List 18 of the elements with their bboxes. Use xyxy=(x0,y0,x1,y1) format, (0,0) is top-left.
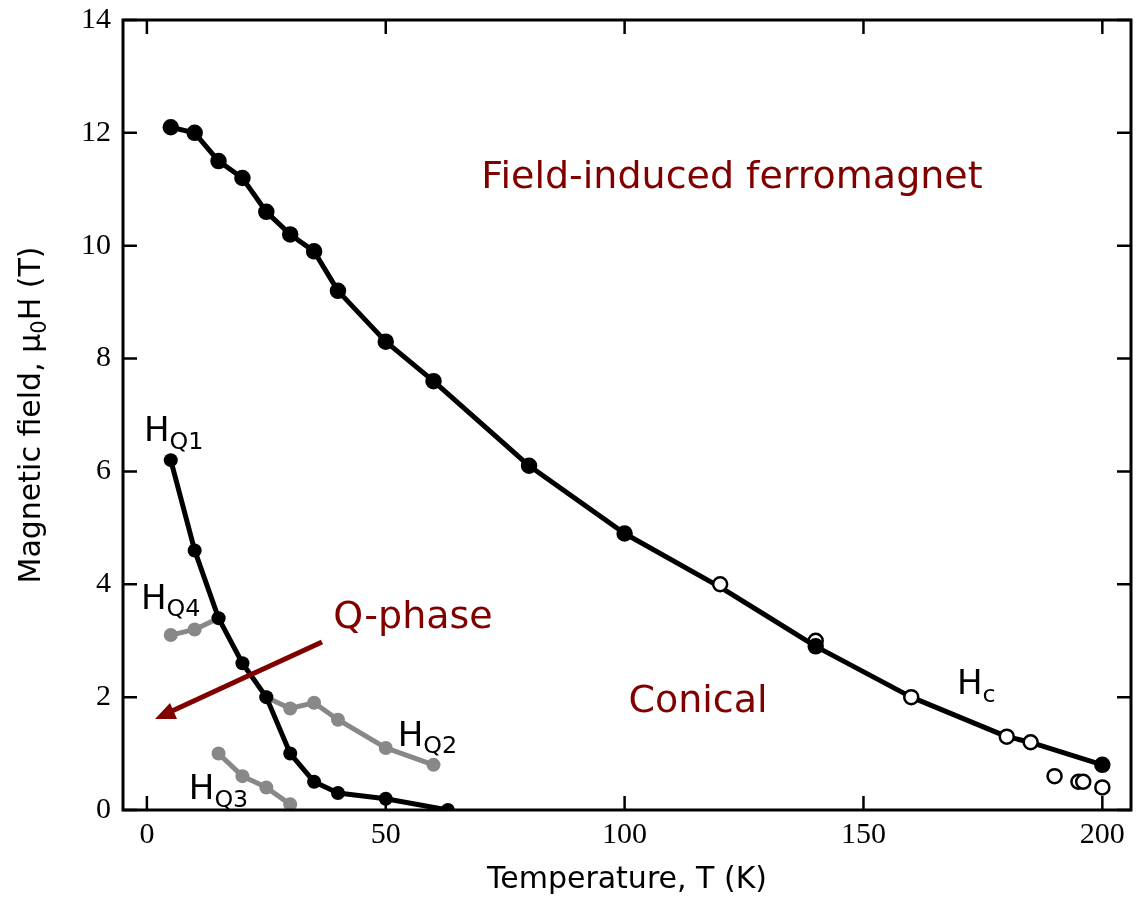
y-tick-label: 4 xyxy=(96,565,111,599)
annotation: Conical xyxy=(628,676,768,721)
x-tick-label: 200 xyxy=(1079,815,1125,849)
y-tick-label: 2 xyxy=(96,678,111,712)
x-tick-label: 50 xyxy=(370,815,401,849)
x-tick-label: 100 xyxy=(602,815,648,849)
x-tick-label: 150 xyxy=(840,815,886,849)
y-tick-label: 0 xyxy=(96,790,111,824)
y-tick-label: 10 xyxy=(81,226,111,260)
y-tick-label: 12 xyxy=(81,113,111,147)
x-tick-label: 0 xyxy=(139,815,155,849)
x-axis-title: Temperature, T (K) xyxy=(485,859,768,895)
annotation: Q-phase xyxy=(333,592,493,637)
y-tick-label: 6 xyxy=(96,452,111,486)
y-tick-label: 14 xyxy=(81,0,111,34)
y-axis-title: Magnetic field, μ0H (T) xyxy=(11,246,52,584)
y-tick-label: 8 xyxy=(96,339,111,373)
annotation: Field-induced ferromagnet xyxy=(481,152,983,197)
